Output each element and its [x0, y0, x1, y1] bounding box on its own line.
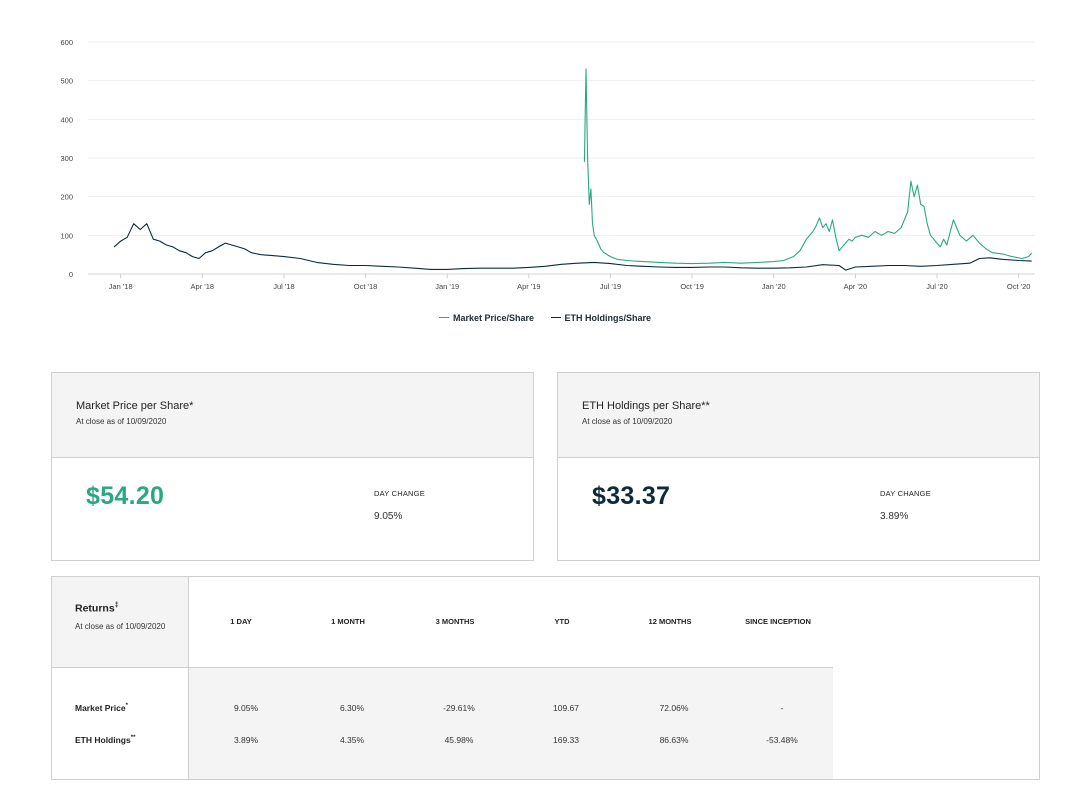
row-label-market-price: Market Price*	[75, 703, 128, 713]
returns-subtitle: At close as of 10/09/2020	[75, 622, 166, 631]
day-change-value: 9.05%	[374, 511, 403, 522]
row-label-text: Market Price	[75, 703, 126, 713]
returns-title: Returns‡	[75, 602, 119, 615]
y-tick-label: 400	[60, 115, 73, 124]
cell-market-price-since-inception: -	[780, 703, 784, 713]
cell-market-price-1-day: 9.05%	[233, 703, 259, 713]
row-label-eth-holdings: ETH Holdings**	[75, 735, 135, 745]
y-tick-label: 0	[69, 270, 73, 279]
x-axis: Jan '18 Apr '18 Jul '18 Oct '18 Jan '19 Apr '…	[109, 274, 1031, 291]
cell-eth-holdings-since-inception: -53.48%	[766, 735, 798, 745]
x-tick-label: Jan '19	[435, 282, 459, 291]
x-tick-label: Apr '20	[844, 282, 868, 291]
y-tick-label: 500	[60, 77, 73, 86]
y-tick-label: 300	[60, 154, 73, 163]
x-tick-label: Jul '19	[600, 282, 621, 291]
cell-eth-holdings-1-month: 4.35%	[339, 735, 365, 745]
card-header: ETH Holdings per Share** At close as of …	[558, 373, 1039, 458]
eth-holdings-value: $33.37	[592, 482, 671, 510]
cell-market-price-1-month: 6.30%	[339, 703, 365, 713]
card-subtitle: At close as of 10/09/2020	[582, 417, 673, 426]
x-tick-label: Jul '20	[926, 282, 947, 291]
returns-title-mark: ‡	[114, 602, 119, 609]
y-axis: 0 100 200 300 400 500 600	[60, 38, 73, 279]
legend-swatch-eth-holdings	[550, 317, 561, 319]
y-tick-label: 200	[60, 193, 73, 202]
day-change-label: DAY CHANGE	[374, 489, 425, 498]
day-change-label: DAY CHANGE	[880, 489, 931, 498]
returns-header-cell: Returns‡ At close as of 10/09/2020	[52, 577, 189, 668]
legend-label-market-price: Market Price/Share	[452, 313, 534, 323]
legend-market-price[interactable]: Market Price/Share	[438, 313, 534, 323]
returns-values-area	[189, 668, 833, 779]
y-tick-label: 600	[60, 38, 73, 47]
eth-holdings-card: ETH Holdings per Share** At close as of …	[557, 372, 1040, 561]
legend-label-eth-holdings: ETH Holdings/Share	[564, 313, 652, 323]
row-label-text: ETH Holdings	[75, 735, 131, 745]
cell-eth-holdings-1-day: 3.89%	[233, 735, 259, 745]
card-subtitle: At close as of 10/09/2020	[76, 417, 167, 426]
card-header: Market Price per Share* At close as of 1…	[52, 373, 533, 458]
market-price-card: Market Price per Share* At close as of 1…	[51, 372, 534, 561]
x-tick-label: Oct '18	[354, 282, 378, 291]
legend-eth-holdings[interactable]: ETH Holdings/Share	[550, 313, 652, 323]
chart-svg: 0 100 200 300 400 500 600 Jan '18 Apr '18 Jul '1…	[60, 38, 1035, 291]
x-tick-label: Apr '19	[517, 282, 541, 291]
col-header-1-day: 1 DAY	[230, 617, 252, 626]
cell-eth-holdings-3-months: 45.98%	[444, 735, 474, 745]
row-label-mark: *	[125, 703, 128, 710]
day-change-value: 3.89%	[880, 511, 909, 522]
y-tick-label: 100	[60, 231, 73, 240]
cell-market-price-ytd: 109.67	[553, 703, 579, 713]
cell-eth-holdings-12-months: 86.63%	[659, 735, 689, 745]
col-header-ytd: YTD	[554, 617, 570, 626]
legend-swatch-market-price	[438, 317, 449, 319]
x-tick-label: Apr '18	[191, 282, 215, 291]
card-title: ETH Holdings per Share**	[582, 400, 710, 412]
x-tick-label: Jan '18	[109, 282, 133, 291]
cell-market-price-3-months: -29.61%	[443, 703, 475, 713]
returns-label-column	[52, 668, 189, 779]
cell-market-price-12-months: 72.06%	[659, 703, 689, 713]
col-header-12-months: 12 MONTHS	[648, 617, 692, 626]
price-chart: 0 100 200 300 400 500 600 Jan '18 Apr '18 Jul '1…	[0, 0, 1090, 340]
x-tick-label: Jul '18	[273, 282, 294, 291]
x-tick-label: Oct '20	[1007, 282, 1031, 291]
x-tick-label: Jan '20	[762, 282, 786, 291]
card-title: Market Price per Share*	[76, 400, 194, 412]
returns-table: Returns‡ At close as of 10/09/2020 1 DAY…	[51, 576, 1040, 780]
market-price-value: $54.20	[86, 482, 165, 510]
returns-title-text: Returns	[75, 602, 115, 615]
chart-legend: Market Price/Share ETH Holdings/Share	[0, 313, 1090, 323]
series-line-market-price[interactable]	[583, 68, 1033, 265]
col-header-1-month: 1 MONTH	[331, 617, 365, 626]
returns-divider	[189, 667, 833, 668]
series-lines	[113, 68, 1033, 271]
grid-lines	[88, 41, 1035, 275]
col-header-since-inception: SINCE INCEPTION	[745, 617, 811, 626]
series-line-eth-holdings[interactable]	[113, 223, 1032, 271]
cell-eth-holdings-ytd: 169.33	[553, 735, 579, 745]
x-tick-label: Oct '19	[680, 282, 704, 291]
col-header-3-months: 3 MONTHS	[435, 617, 475, 626]
row-label-mark: **	[130, 735, 136, 742]
